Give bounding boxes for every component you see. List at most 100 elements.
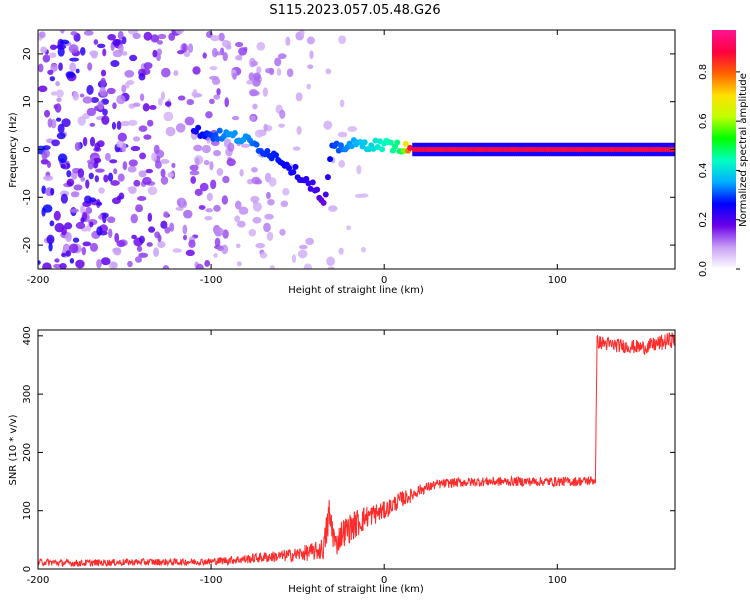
heatmap-cell <box>60 39 70 45</box>
heatmap-cell <box>528 147 532 152</box>
heatmap-cell <box>46 234 55 245</box>
heatmap-cell <box>81 246 87 256</box>
heatmap-cell <box>137 195 147 201</box>
heatmap-cell <box>305 237 315 245</box>
heatmap-cell <box>149 105 157 110</box>
snr-series-line <box>38 332 675 568</box>
heatmap-cell <box>414 147 418 152</box>
heatmap-cell <box>250 195 260 203</box>
heatmap-cell <box>98 187 105 194</box>
heatmap-cell <box>51 139 60 147</box>
heatmap-cell <box>133 179 141 187</box>
heatmap-cell <box>201 144 211 154</box>
heatmap-cell <box>575 147 579 152</box>
heatmap-cell <box>83 30 94 36</box>
colorbar-tick-label: 0.4 <box>698 162 709 178</box>
heatmap-cell <box>234 200 242 210</box>
heatmap-cell <box>124 69 135 78</box>
x-tick-label: 0 <box>381 275 387 286</box>
heatmap-cell <box>540 147 544 152</box>
heatmap-cell <box>328 205 338 212</box>
x-tick-label: -200 <box>27 275 50 286</box>
heatmap-cell <box>481 147 485 152</box>
heatmap-cell <box>70 191 80 198</box>
heatmap-cell <box>491 147 495 152</box>
heatmap-cell <box>299 244 308 250</box>
heatmap-cell <box>69 62 77 72</box>
heatmap-cell <box>485 147 489 152</box>
heatmap-cell <box>167 171 174 178</box>
heatmap-cell <box>338 247 344 255</box>
colorbar-tick-label: 0.0 <box>698 261 709 277</box>
heatmap-cell <box>57 123 65 134</box>
heatmap-cell <box>462 147 466 152</box>
heatmap-cell <box>325 68 332 75</box>
heatmap-cell <box>483 147 487 152</box>
heatmap-cell <box>276 68 282 76</box>
heatmap-cell <box>470 147 474 152</box>
heatmap-cell <box>80 204 85 215</box>
heatmap-cell <box>222 229 229 239</box>
heatmap-cell <box>183 209 193 219</box>
heatmap-cell <box>74 141 81 152</box>
heatmap-cell <box>84 195 92 204</box>
heatmap-cell <box>131 234 137 240</box>
heatmap-cell <box>175 123 186 133</box>
heatmap-cell <box>664 147 668 152</box>
heatmap-cell <box>538 147 542 152</box>
heatmap-cell <box>96 201 103 206</box>
heatmap-cell <box>106 87 116 95</box>
snr-x-ticks: -200 -100 0 100 <box>27 330 567 586</box>
heatmap-cell <box>306 36 315 45</box>
heatmap-cell <box>303 175 310 182</box>
heatmap-cell <box>188 239 196 248</box>
heatmap-cell <box>654 147 658 152</box>
heatmap-cell <box>55 81 60 87</box>
heatmap-cell <box>357 138 364 145</box>
heatmap-cell <box>72 91 80 101</box>
heatmap-cell <box>549 147 553 152</box>
heatmap-cell <box>60 30 65 34</box>
heatmap-cell <box>48 242 53 252</box>
heatmap-cell <box>169 222 175 232</box>
heatmap-cell <box>250 60 259 67</box>
heatmap-cell <box>160 220 168 229</box>
heatmap-cell <box>285 36 291 47</box>
heatmap-cell <box>292 146 301 151</box>
snr-y-axis-label: SNR (10 * v/v) <box>8 414 19 485</box>
heatmap-cell <box>86 84 94 95</box>
heatmap-cell <box>216 245 224 251</box>
heatmap-cell <box>117 132 127 142</box>
heatmap-cell <box>254 129 264 138</box>
x-tick-label: 100 <box>548 275 567 286</box>
heatmap-cell <box>213 227 224 237</box>
y-tick-label: 400 <box>22 326 33 345</box>
heatmap-cell <box>509 147 513 152</box>
heatmap-cell <box>132 136 141 142</box>
heatmap-cell <box>394 139 401 146</box>
heatmap-cell <box>402 140 409 147</box>
heatmap-cell <box>231 116 240 121</box>
heatmap-cell <box>252 103 258 110</box>
heatmap-cell <box>646 147 650 152</box>
heatmap-cell <box>637 147 641 152</box>
heatmap-cell <box>53 263 62 269</box>
heatmap-cell <box>623 147 627 152</box>
heatmap-cell <box>268 155 275 162</box>
heatmap-cell <box>189 164 199 171</box>
spectrogram-y-axis-label: Frequency (Hz) <box>8 112 19 188</box>
heatmap-cell <box>264 148 271 155</box>
heatmap-cell <box>209 161 214 171</box>
heatmap-cell <box>222 51 228 62</box>
heatmap-cell <box>156 48 162 56</box>
heatmap-cell <box>65 71 74 79</box>
heatmap-cell <box>650 147 654 152</box>
spectrogram-x-ticks: -200 -100 0 100 <box>27 30 567 286</box>
heatmap-cell <box>478 147 482 152</box>
heatmap-cell <box>160 168 166 178</box>
heatmap-cell <box>493 147 497 152</box>
heatmap-cell <box>42 145 51 151</box>
heatmap-cell <box>89 242 99 252</box>
heatmap-cell <box>156 40 163 45</box>
heatmap-cell <box>476 147 480 152</box>
